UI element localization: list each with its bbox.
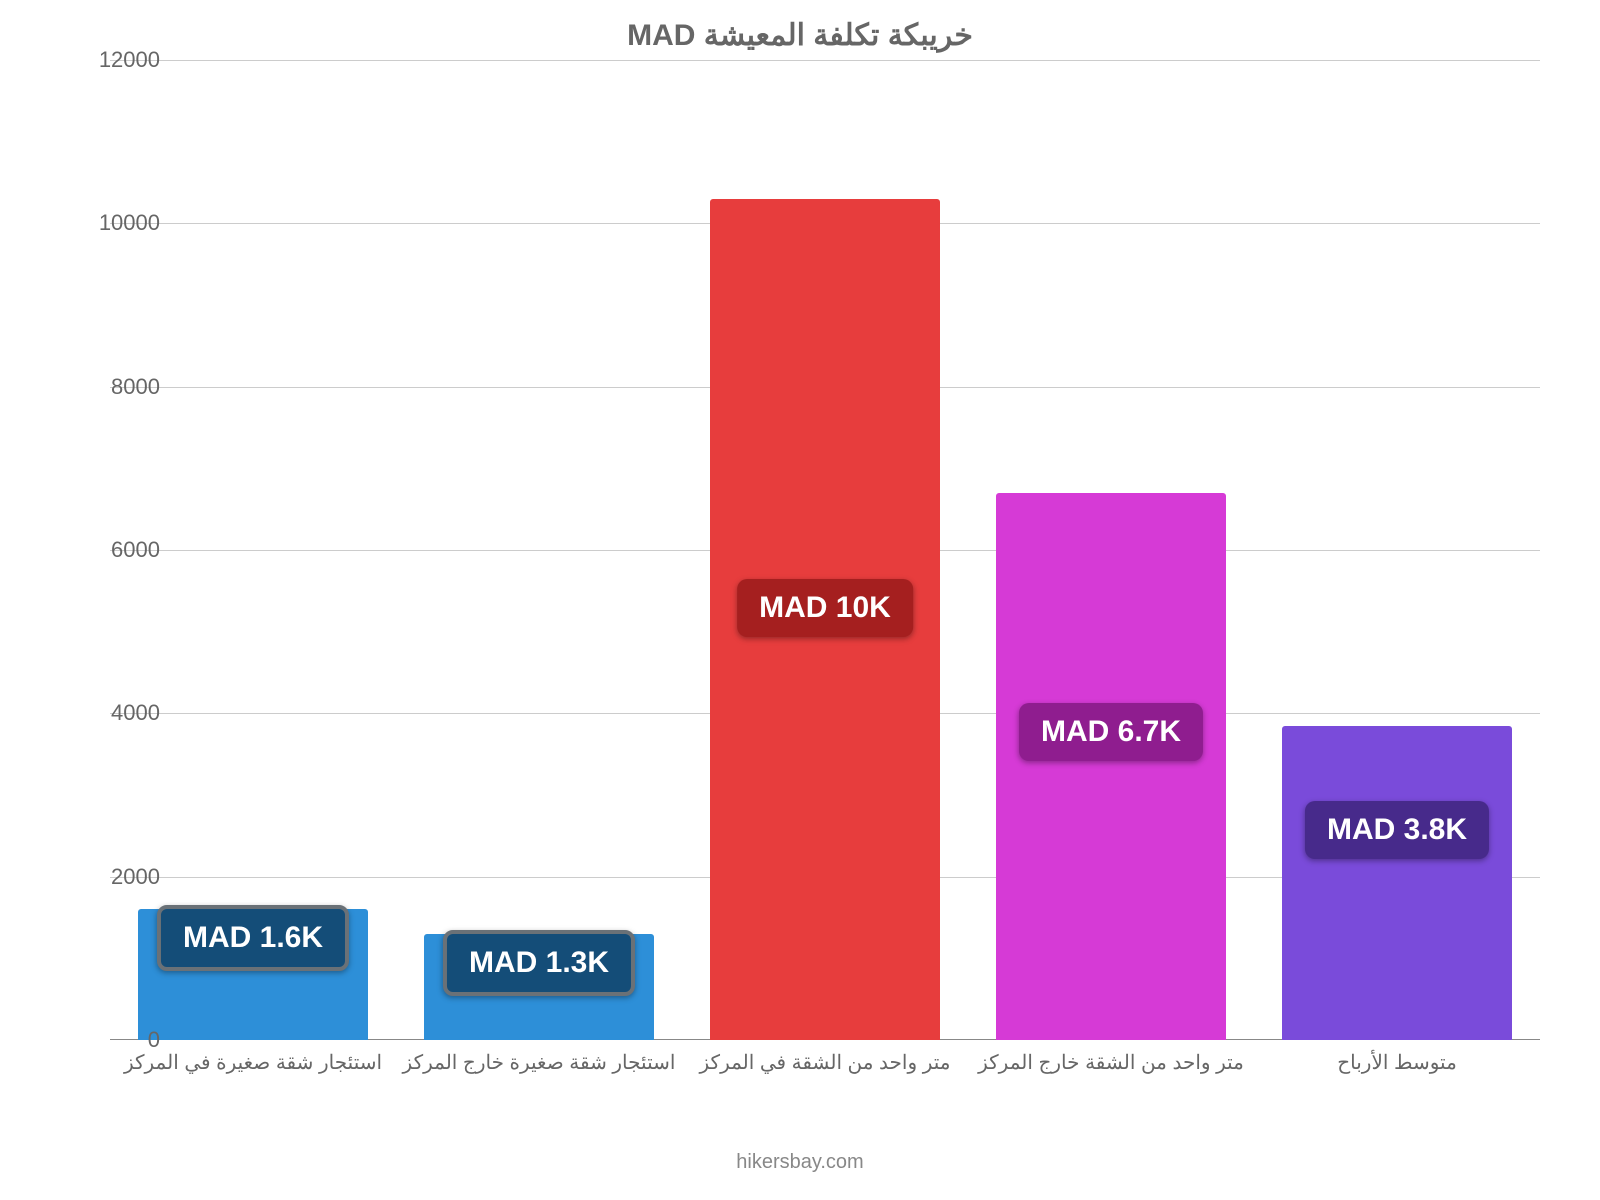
x-category-label: متوسط الأرباح [1337,1050,1457,1075]
x-category-label: متر واحد من الشقة في المركز [700,1050,951,1075]
plot-area [110,60,1540,1040]
value-badge: MAD 10K [737,579,913,637]
gridline [110,60,1540,61]
chart-title: خريبكة تكلفة المعيشة MAD [0,18,1600,53]
chart-attribution: hikersbay.com [0,1151,1600,1174]
y-tick-label: 4000 [80,700,160,726]
chart-container: خريبكة تكلفة المعيشة MAD hikersbay.com 0… [0,0,1600,1200]
x-category-label: استئجار شقة صغيرة في المركز [124,1050,382,1075]
value-badge: MAD 6.7K [1019,703,1203,761]
bar [996,493,1226,1040]
y-tick-label: 12000 [80,47,160,73]
x-category-label: متر واحد من الشقة خارج المركز [978,1050,1244,1075]
y-tick-label: 6000 [80,537,160,563]
value-badge: MAD 3.8K [1305,801,1489,859]
y-tick-label: 8000 [80,374,160,400]
x-category-label: استئجار شقة صغيرة خارج المركز [403,1050,676,1075]
value-badge: MAD 1.6K [157,905,349,971]
y-tick-label: 2000 [80,864,160,890]
value-badge: MAD 1.3K [443,930,635,996]
y-tick-label: 10000 [80,210,160,236]
bar [1282,726,1512,1040]
